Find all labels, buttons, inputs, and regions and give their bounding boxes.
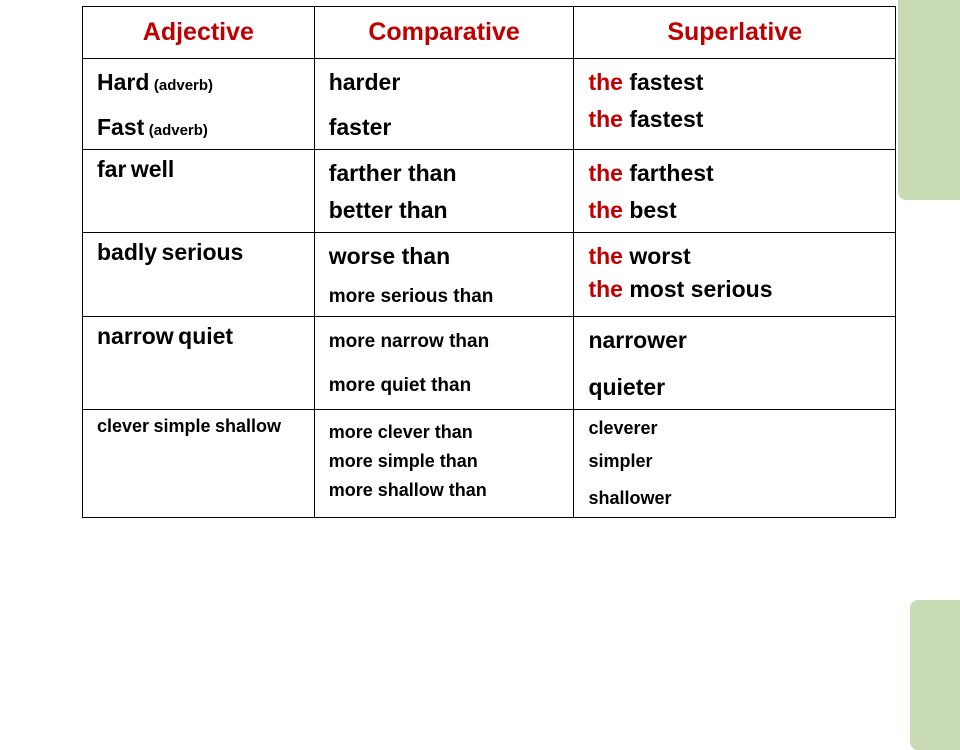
- superlative-the: the: [588, 69, 623, 95]
- superlative-cell: the farthest the best: [574, 150, 896, 233]
- superlative-entry: simpler: [588, 451, 885, 472]
- superlative-the: the: [588, 276, 623, 302]
- superlative-entry: the fastest: [588, 69, 885, 96]
- comparative-entry: more quiet than: [329, 375, 564, 397]
- superlative-the: the: [588, 197, 623, 223]
- section-row: Hard (adverb) Fast (adverb) harder faste…: [83, 59, 896, 150]
- header-adjective: Adjective: [83, 7, 315, 59]
- adjective-cell: far well: [83, 150, 315, 233]
- comparative-entry: more shallow than: [329, 480, 564, 501]
- comparative-cell: farther than better than: [314, 150, 574, 233]
- comparative-entry: better than: [329, 197, 564, 224]
- header-superlative: Superlative: [574, 7, 896, 59]
- adjective-word: badly: [97, 239, 157, 265]
- section-row: narrow quiet more narrow than more quiet…: [83, 317, 896, 410]
- comparative-cell: harder faster: [314, 59, 574, 150]
- comparative-cell: more clever than more simple than more s…: [314, 410, 574, 518]
- adjective-note: (adverb): [149, 122, 208, 139]
- superlative-entry: narrower: [588, 327, 885, 354]
- superlative-rest: worst: [623, 243, 691, 269]
- header-comparative: Comparative: [314, 7, 574, 59]
- superlative-the: the: [588, 160, 623, 186]
- superlative-cell: the fastest the fastest: [574, 59, 896, 150]
- comparative-entry: more serious than: [329, 286, 564, 308]
- comparative-entry: farther than: [329, 160, 564, 187]
- superlative-entry: quieter: [588, 374, 885, 401]
- superlative-rest: best: [623, 197, 677, 223]
- comparative-entry: harder: [329, 69, 564, 96]
- superlative-rest: fastest: [623, 106, 704, 132]
- section-row: clever simple shallow more clever than m…: [83, 410, 896, 518]
- superlative-entry: the best: [588, 197, 885, 224]
- adjective-word: far: [97, 156, 126, 182]
- adjective-cell: badly serious: [83, 233, 315, 317]
- adjective-word: narrow: [97, 323, 174, 349]
- adjective-word: clever: [97, 416, 149, 436]
- superlative-rest: farthest: [623, 160, 714, 186]
- superlative-entry: cleverer: [588, 418, 885, 439]
- comparative-entry: more clever than: [329, 422, 564, 443]
- section-row: badly serious worse than more serious th…: [83, 233, 896, 317]
- superlative-the: the: [588, 243, 623, 269]
- adjective-word: quiet: [178, 323, 233, 349]
- adjective-note: (adverb): [154, 77, 213, 94]
- superlative-entry: the fastest: [588, 106, 885, 133]
- adjective-word: simple: [154, 416, 211, 436]
- superlative-rest: fastest: [623, 69, 704, 95]
- adjective-word: well: [131, 156, 174, 182]
- adjective-entry: Hard (adverb): [97, 69, 304, 96]
- adjective-word: serious: [162, 239, 244, 265]
- adjective-word: shallow: [215, 416, 281, 436]
- superlative-the: the: [588, 106, 623, 132]
- superlative-cell: narrower quieter: [574, 317, 896, 410]
- decorative-shape-bottom: [910, 600, 960, 750]
- superlative-entry: the farthest: [588, 160, 885, 187]
- table-header-row: Adjective Comparative Superlative: [83, 7, 896, 59]
- superlative-entry: the worst: [588, 243, 885, 270]
- decorative-shape-top: [898, 0, 960, 200]
- adjective-cell: clever simple shallow: [83, 410, 315, 518]
- superlative-entry: the most serious: [588, 276, 885, 303]
- comparative-entry: worse than: [329, 243, 564, 270]
- comparative-entry: more narrow than: [329, 331, 564, 353]
- comparative-cell: worse than more serious than: [314, 233, 574, 317]
- grammar-table: Adjective Comparative Superlative Hard (…: [82, 6, 896, 518]
- adjective-entry: Fast (adverb): [97, 114, 304, 141]
- adjective-word: Fast: [97, 114, 144, 140]
- comparative-cell: more narrow than more quiet than: [314, 317, 574, 410]
- comparative-entry: more simple than: [329, 451, 564, 472]
- section-row: far well farther than better than the fa…: [83, 150, 896, 233]
- adjective-cell: narrow quiet: [83, 317, 315, 410]
- adjective-cell: Hard (adverb) Fast (adverb): [83, 59, 315, 150]
- superlative-cell: the worst the most serious: [574, 233, 896, 317]
- superlative-entry: shallower: [588, 488, 885, 509]
- adjective-word: Hard: [97, 69, 149, 95]
- comparative-entry: faster: [329, 114, 564, 141]
- superlative-cell: cleverer simpler shallower: [574, 410, 896, 518]
- superlative-rest: most serious: [623, 276, 773, 302]
